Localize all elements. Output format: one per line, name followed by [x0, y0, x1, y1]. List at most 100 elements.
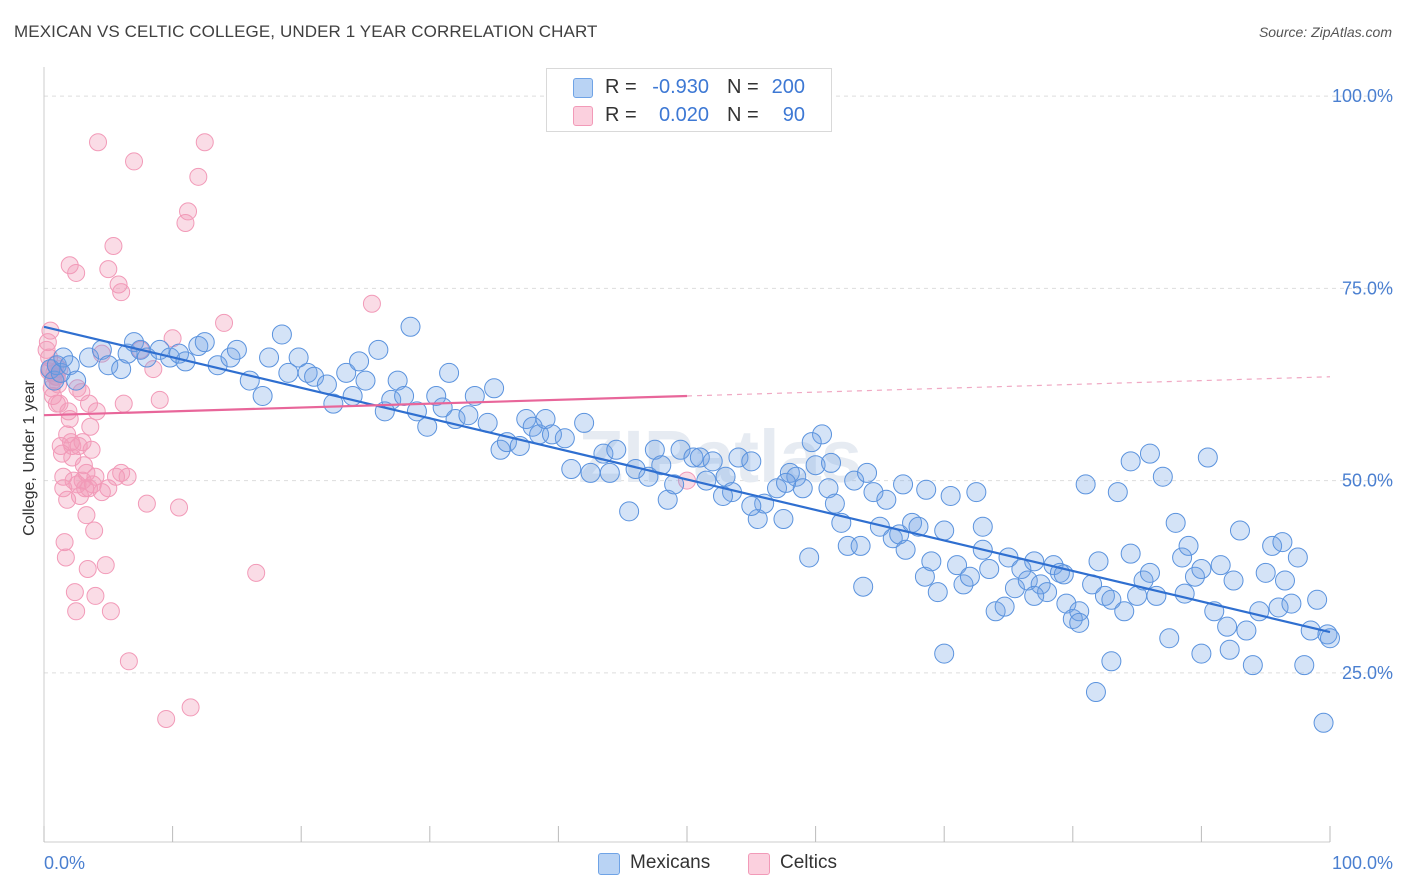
mexicans-point: [541, 424, 562, 445]
celtics-point: [144, 360, 163, 379]
celtics-legend-label: Celtics: [780, 852, 838, 873]
celtics-swatch: [573, 106, 593, 126]
mexicans-point: [1075, 474, 1096, 495]
mexicans-point: [1219, 639, 1240, 660]
mexicans-point: [776, 472, 797, 493]
mexicans-point: [1024, 585, 1045, 606]
celtics-point: [87, 402, 106, 421]
mexicans-point: [908, 516, 929, 537]
mexicans-point: [355, 370, 376, 391]
mexicans-point: [651, 455, 672, 476]
mexicans-point: [844, 470, 865, 491]
celtics-point: [114, 394, 133, 413]
r-label: R =: [605, 76, 637, 98]
celtics-point: [55, 533, 74, 552]
mexicans-point: [349, 351, 370, 372]
celtics-point: [104, 237, 123, 256]
celtics-point: [80, 479, 99, 498]
source-label: Source: ZipAtlas.com: [1258, 24, 1392, 40]
mexicans-point: [606, 439, 627, 460]
mexicans-point: [893, 474, 914, 495]
mexicans-point: [394, 385, 415, 406]
mexicans-point: [1217, 616, 1238, 637]
mexicans-point: [59, 355, 80, 376]
mexicans-point: [1307, 589, 1328, 610]
mexicans-point: [40, 359, 61, 380]
y-tick-label: 25.0%: [1342, 663, 1393, 683]
celtics-point: [101, 602, 120, 621]
mexicans-point: [336, 362, 357, 383]
mexicans-point: [895, 539, 916, 560]
mexicans-point: [1178, 535, 1199, 556]
mexicans-point: [1159, 628, 1180, 649]
mexicans-point: [979, 559, 1000, 580]
celtics-point: [63, 436, 82, 455]
mexicans-point: [972, 516, 993, 537]
celtics-point: [189, 167, 208, 186]
mexicans-point: [1120, 451, 1141, 472]
mexicans-point: [696, 470, 717, 491]
mexicans-point: [1139, 562, 1160, 583]
celtics-point: [67, 263, 86, 282]
mexicans-legend-label: Mexicans: [630, 852, 711, 873]
mexicans-point: [1085, 682, 1106, 703]
mexicans-point: [561, 459, 582, 480]
mexicans-point: [853, 576, 874, 597]
celtics-point: [362, 294, 381, 313]
mexicans-point: [574, 412, 595, 433]
mexicans-point: [876, 489, 897, 510]
mexicans-point: [44, 370, 65, 391]
celtics-point: [215, 313, 234, 332]
correlation-legend: R = -0.930 N = 200 R = 0.020 N = 90: [546, 68, 832, 132]
celtics-point: [96, 556, 115, 575]
celtics-point: [82, 440, 101, 459]
mexicans-point: [1069, 612, 1090, 633]
celtics-point: [247, 563, 266, 582]
chart-title: MEXICAN VS CELTIC COLLEGE, UNDER 1 YEAR …: [14, 22, 598, 41]
celtics-point: [150, 390, 169, 409]
celtics-point: [195, 133, 214, 152]
mexicans-point: [1030, 574, 1051, 595]
celtics-point: [112, 283, 131, 302]
mexicans-point: [66, 370, 87, 391]
mexicans-point: [387, 370, 408, 391]
celtics-trend-extension: [686, 376, 1331, 397]
mexicans-point: [297, 362, 318, 383]
celtics-point: [179, 202, 198, 221]
n-label: N =: [727, 76, 759, 98]
mexicans-point: [1101, 589, 1122, 610]
mexicans-point: [111, 359, 132, 380]
celtics-trend-line: [43, 394, 688, 417]
celtics-point: [86, 467, 105, 486]
celtics-point: [85, 521, 104, 540]
mexicans-point: [259, 347, 280, 368]
mexicans-point: [1088, 551, 1109, 572]
trend-lines: [43, 325, 1331, 634]
celtics-point: [89, 133, 108, 152]
mexicans-point: [715, 466, 736, 487]
celtics-point: [81, 417, 100, 436]
mexicans-point: [1191, 643, 1212, 664]
mexicans-point: [818, 478, 839, 499]
r-label: R =: [605, 104, 637, 126]
mexicans-point: [288, 347, 309, 368]
mexicans-point: [1313, 712, 1334, 733]
mexicans-trend-line: [43, 325, 1331, 634]
mexicans-point: [779, 462, 800, 483]
mexicans-point: [1017, 570, 1038, 591]
celtics-legend-swatch: [748, 853, 770, 875]
celtics-point: [137, 494, 156, 513]
mexicans-point: [53, 347, 74, 368]
celtics-point: [60, 256, 79, 275]
mexicans-point: [117, 343, 138, 364]
mexicans-point: [927, 582, 948, 603]
celtics-point: [47, 394, 66, 413]
mexicans-point: [1062, 608, 1083, 629]
mexicans-point: [194, 332, 215, 353]
mexicans-point: [1139, 443, 1160, 464]
mexicans-point: [741, 451, 762, 472]
mexicans-point: [1094, 585, 1115, 606]
mexicans-point: [1287, 547, 1308, 568]
mexicans-point: [1223, 570, 1244, 591]
